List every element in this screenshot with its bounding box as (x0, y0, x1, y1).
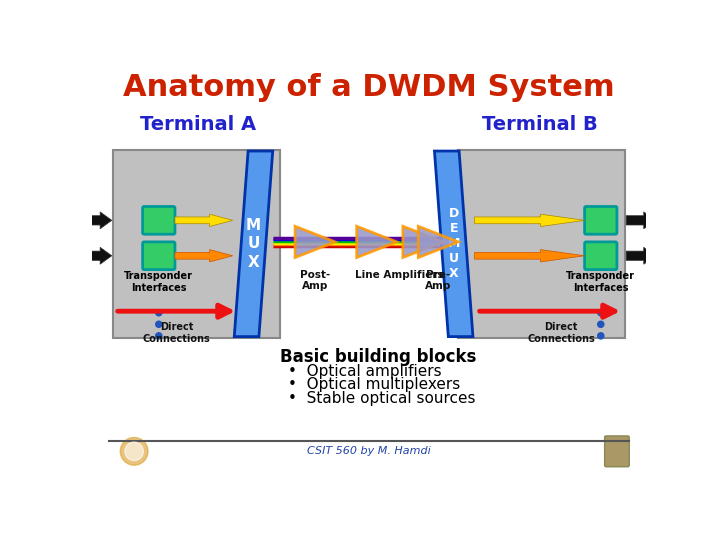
Polygon shape (418, 226, 459, 258)
Text: Transponder
Interfaces: Transponder Interfaces (125, 271, 193, 293)
Polygon shape (356, 226, 397, 258)
FancyBboxPatch shape (585, 206, 617, 234)
FancyBboxPatch shape (143, 206, 175, 234)
Polygon shape (295, 226, 335, 258)
FancyBboxPatch shape (113, 150, 281, 338)
FancyBboxPatch shape (457, 150, 625, 338)
Text: Basic building blocks: Basic building blocks (281, 348, 477, 366)
Text: Line Amplifiers: Line Amplifiers (356, 269, 444, 280)
Polygon shape (434, 151, 473, 336)
Polygon shape (175, 214, 233, 226)
Circle shape (125, 442, 143, 461)
Polygon shape (474, 249, 585, 262)
Text: Transponder
Interfaces: Transponder Interfaces (566, 271, 635, 293)
FancyBboxPatch shape (143, 242, 175, 269)
Circle shape (120, 437, 148, 465)
Polygon shape (474, 214, 585, 226)
Circle shape (598, 333, 604, 339)
FancyBboxPatch shape (585, 242, 617, 269)
Circle shape (156, 309, 162, 316)
Polygon shape (234, 151, 273, 336)
Polygon shape (403, 226, 443, 258)
Polygon shape (83, 212, 112, 229)
Text: Terminal A: Terminal A (140, 115, 256, 134)
FancyBboxPatch shape (84, 57, 654, 488)
Text: •  Optical multiplexers: • Optical multiplexers (288, 377, 460, 393)
Circle shape (156, 321, 162, 327)
Text: •  Stable optical sources: • Stable optical sources (288, 392, 476, 406)
Circle shape (598, 309, 604, 316)
Polygon shape (626, 247, 655, 264)
Text: Direct
Connections: Direct Connections (527, 322, 595, 343)
Text: M
U
X: M U X (246, 218, 261, 270)
Text: Post-
Amp: Post- Amp (300, 269, 330, 291)
Circle shape (598, 321, 604, 327)
Text: Pre-
Amp: Pre- Amp (425, 269, 451, 291)
Text: •  Optical amplifiers: • Optical amplifiers (288, 363, 442, 379)
Polygon shape (175, 249, 233, 262)
Text: Direct
Connections: Direct Connections (143, 322, 211, 343)
Text: CSIT 560 by M. Hamdi: CSIT 560 by M. Hamdi (307, 447, 431, 456)
Polygon shape (626, 212, 655, 229)
Circle shape (156, 333, 162, 339)
Polygon shape (83, 247, 112, 264)
Text: Anatomy of a DWDM System: Anatomy of a DWDM System (123, 73, 615, 103)
Text: Terminal B: Terminal B (482, 115, 598, 134)
FancyBboxPatch shape (605, 436, 629, 467)
Text: D
E
M
U
X: D E M U X (448, 207, 460, 280)
